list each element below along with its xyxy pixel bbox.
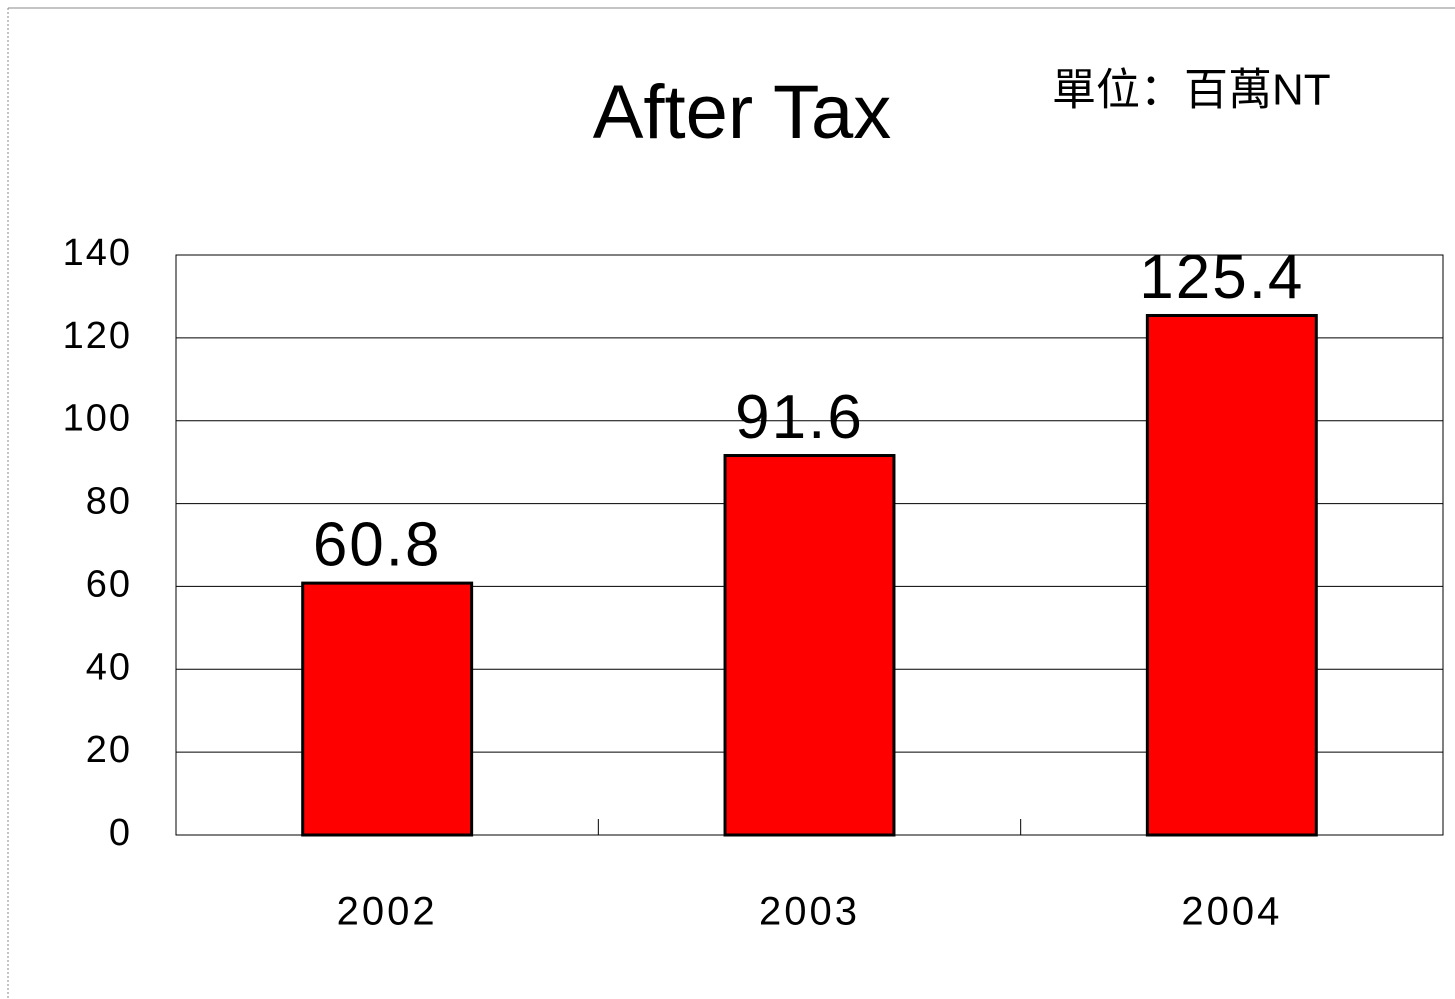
chart-title: After Tax <box>593 70 892 155</box>
y-tick-label: 80 <box>86 481 132 523</box>
x-tick-label: 2002 <box>337 890 438 934</box>
value-label: 91.6 <box>735 383 864 452</box>
bar <box>1145 313 1318 837</box>
x-tick-label: 2004 <box>1181 890 1282 934</box>
y-tick-label: 100 <box>63 398 132 440</box>
bar <box>723 454 896 837</box>
y-tick-label: 60 <box>86 563 132 605</box>
y-tick-label: 140 <box>63 232 132 274</box>
value-label: 125.4 <box>1139 243 1304 312</box>
y-tick-label: 20 <box>86 729 132 771</box>
y-tick-label: 40 <box>86 646 132 688</box>
annotation: 單位：百萬NT <box>1052 66 1331 115</box>
bar <box>301 581 474 837</box>
y-tick-label: 0 <box>109 812 132 854</box>
value-label: 60.8 <box>313 510 442 579</box>
y-tick-label: 120 <box>63 315 132 357</box>
x-tick-label: 2003 <box>759 890 860 934</box>
